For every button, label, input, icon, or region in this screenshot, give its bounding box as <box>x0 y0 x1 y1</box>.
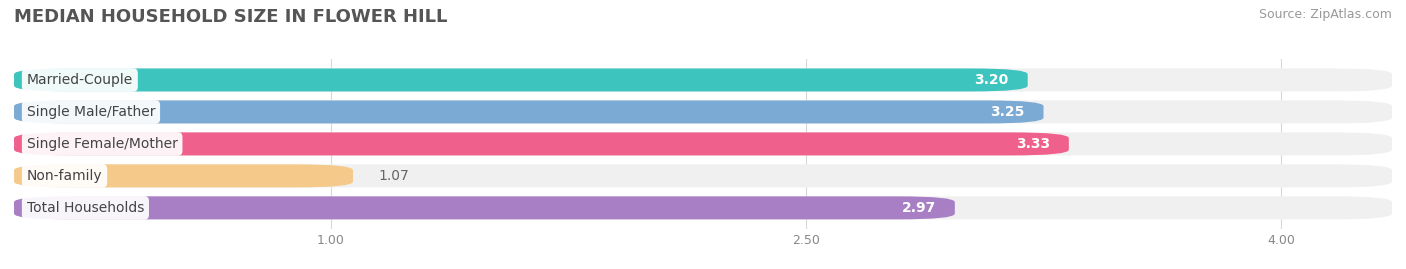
FancyBboxPatch shape <box>14 164 1392 187</box>
FancyBboxPatch shape <box>14 100 1392 123</box>
Text: 3.25: 3.25 <box>990 105 1025 119</box>
FancyBboxPatch shape <box>14 132 1392 155</box>
FancyBboxPatch shape <box>14 196 955 220</box>
Text: MEDIAN HOUSEHOLD SIZE IN FLOWER HILL: MEDIAN HOUSEHOLD SIZE IN FLOWER HILL <box>14 8 447 26</box>
Text: Source: ZipAtlas.com: Source: ZipAtlas.com <box>1258 8 1392 21</box>
Text: 3.20: 3.20 <box>974 73 1008 87</box>
FancyBboxPatch shape <box>14 68 1028 91</box>
FancyBboxPatch shape <box>14 68 1392 91</box>
Text: Single Male/Father: Single Male/Father <box>27 105 155 119</box>
FancyBboxPatch shape <box>14 100 1043 123</box>
Text: Single Female/Mother: Single Female/Mother <box>27 137 177 151</box>
Text: 1.07: 1.07 <box>378 169 409 183</box>
FancyBboxPatch shape <box>14 132 1069 155</box>
Text: 3.33: 3.33 <box>1015 137 1050 151</box>
Text: Non-family: Non-family <box>27 169 103 183</box>
Text: Total Households: Total Households <box>27 201 143 215</box>
FancyBboxPatch shape <box>14 164 353 187</box>
FancyBboxPatch shape <box>14 196 1392 220</box>
Text: Married-Couple: Married-Couple <box>27 73 134 87</box>
Text: 2.97: 2.97 <box>901 201 936 215</box>
